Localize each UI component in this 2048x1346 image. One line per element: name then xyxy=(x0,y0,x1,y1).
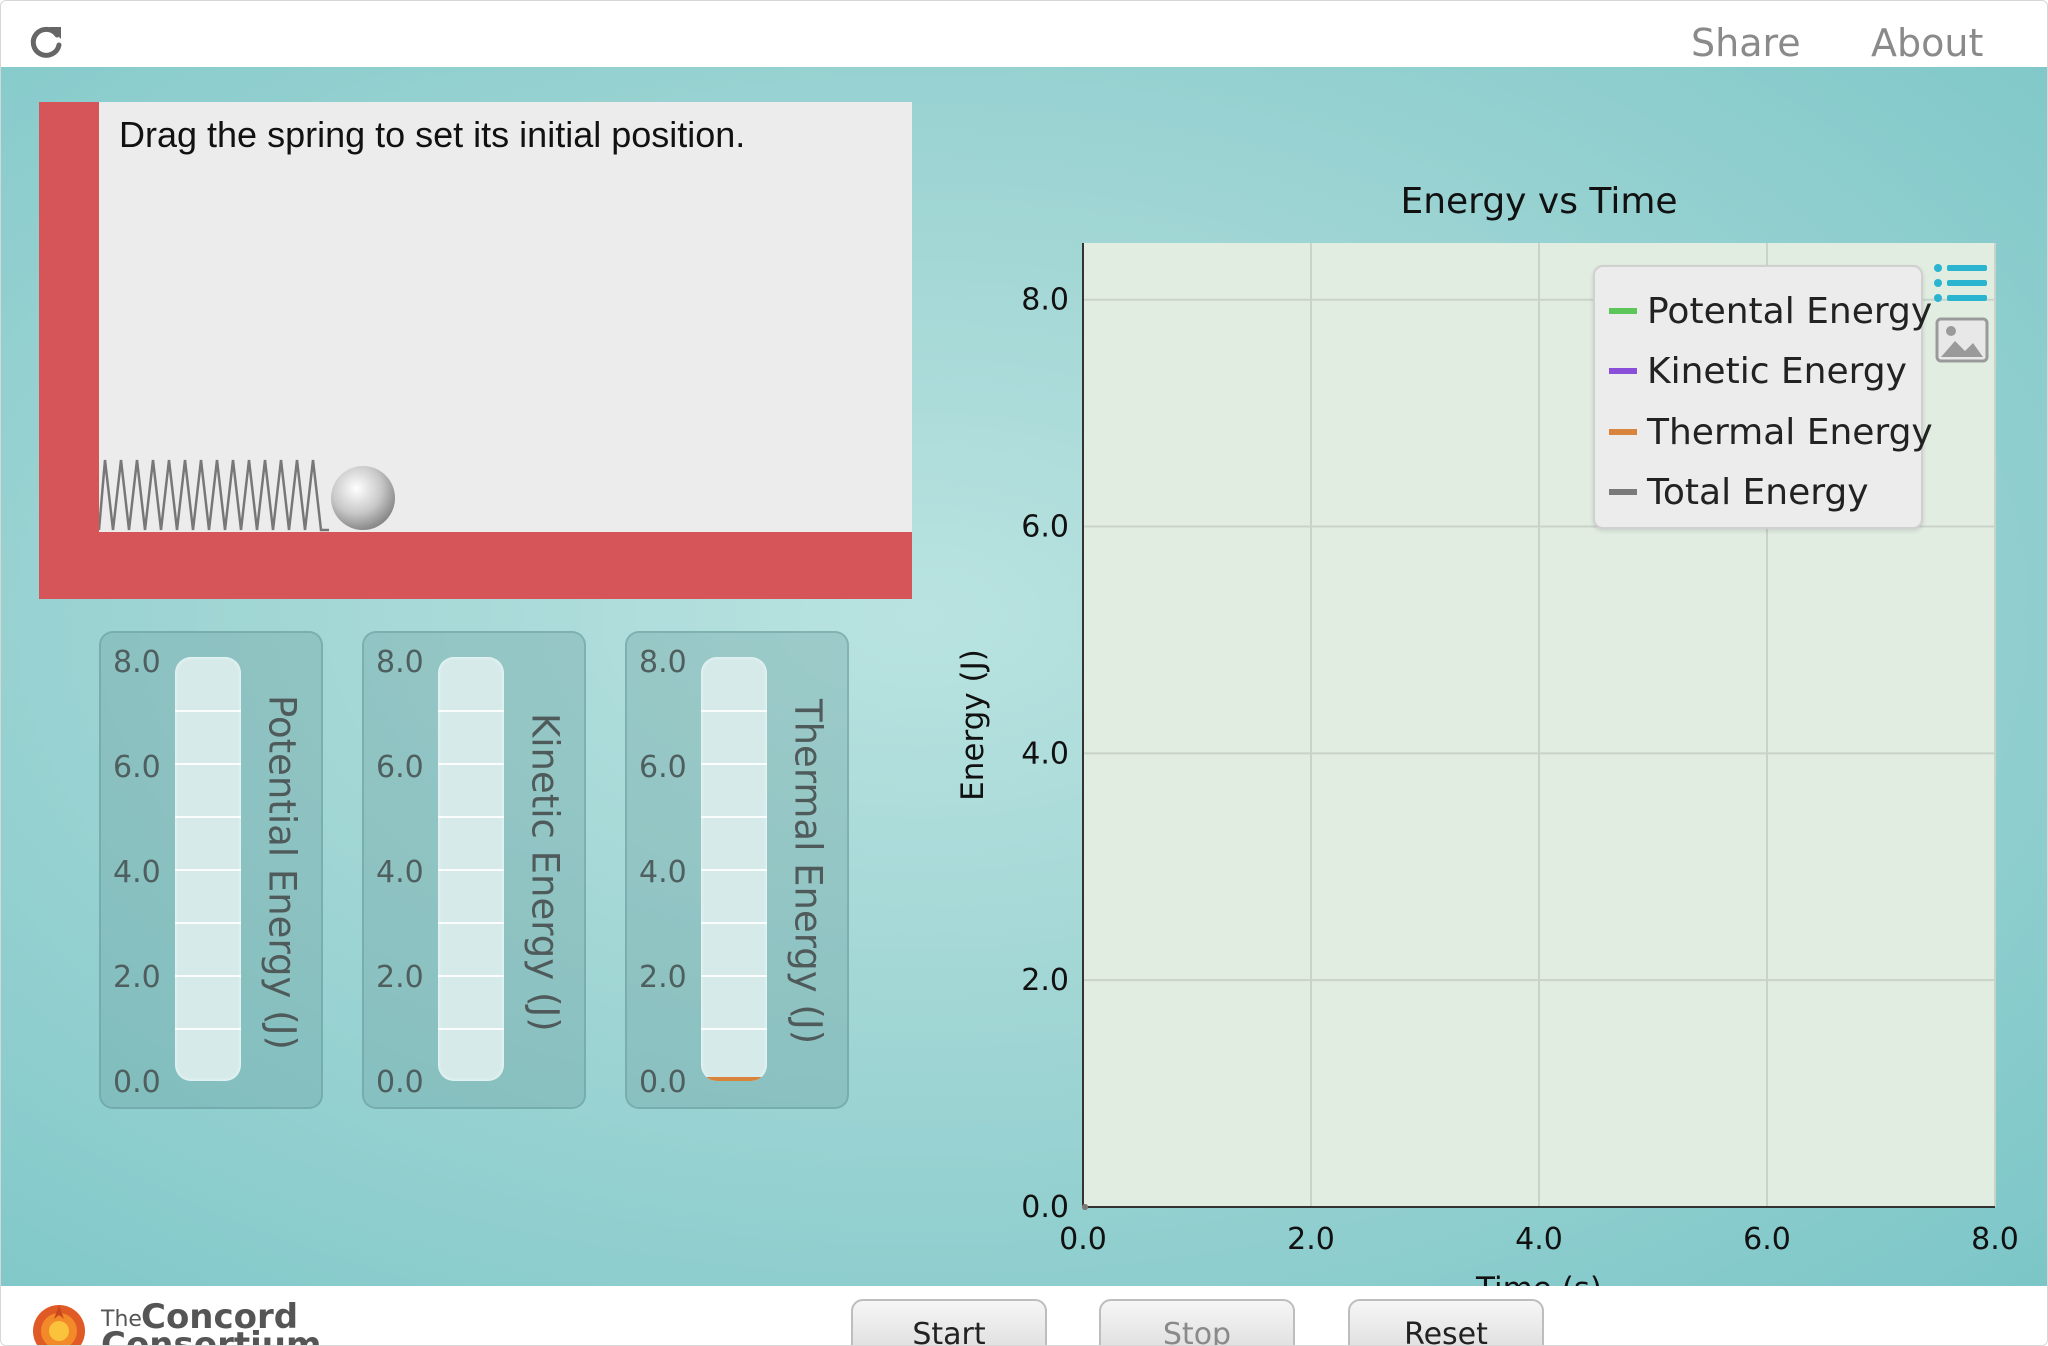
chart-legend: Potental Energy Kinetic Energy Thermal E… xyxy=(1593,265,1933,529)
logo-text: The xyxy=(101,1307,142,1332)
x-tick-label: 6.0 xyxy=(1743,1222,1791,1257)
y-tick-label: 0.0 xyxy=(1021,1190,1069,1225)
kinetic-energy-bar-graph: 8.0 6.0 4.0 2.0 0.0 Kinetic Energy (J) xyxy=(362,631,586,1109)
bar-tick: 8.0 xyxy=(376,645,424,680)
bar-tick: 4.0 xyxy=(376,855,424,890)
bar-fill xyxy=(701,1077,767,1081)
legend-swatch xyxy=(1609,308,1637,314)
stop-button[interactable]: Stop xyxy=(1099,1299,1295,1345)
image-export-icon[interactable] xyxy=(1935,317,1989,363)
legend-label: Total Energy xyxy=(1647,471,1869,513)
bar-tick: 0.0 xyxy=(376,1065,424,1100)
legend-swatch xyxy=(1609,489,1637,495)
floor xyxy=(39,532,912,599)
left-wall xyxy=(39,102,99,599)
bar-tick: 0.0 xyxy=(639,1065,687,1100)
bar-tube xyxy=(175,657,241,1081)
share-link[interactable]: Share xyxy=(1691,21,1801,65)
potential-energy-bar-graph: 8.0 6.0 4.0 2.0 0.0 Potential Energy (J) xyxy=(99,631,323,1109)
legend-swatch xyxy=(1609,429,1637,435)
logo-text: Consortium xyxy=(101,1325,322,1346)
legend-label: Kinetic Energy xyxy=(1647,350,1907,392)
logo-text: Concord xyxy=(141,1297,299,1337)
bar-tick: 6.0 xyxy=(639,750,687,785)
legend-label: Thermal Energy xyxy=(1647,411,1933,453)
y-tick-label: 2.0 xyxy=(1021,963,1069,998)
bar-tick: 2.0 xyxy=(376,960,424,995)
top-bar: Share About xyxy=(1,1,2047,67)
bar-tick: 2.0 xyxy=(639,960,687,995)
bar-tick: 6.0 xyxy=(113,750,161,785)
bar-tick: 6.0 xyxy=(376,750,424,785)
y-tick-label: 4.0 xyxy=(1021,736,1069,771)
legend-item: Thermal Energy xyxy=(1609,410,1933,454)
reload-icon[interactable] xyxy=(27,23,65,61)
legend-item: Kinetic Energy xyxy=(1609,349,1907,393)
bar-tick: 8.0 xyxy=(113,645,161,680)
ball xyxy=(331,466,395,530)
spring-scene: Drag the spring to set its initial posit… xyxy=(39,102,912,599)
bar-label: Thermal Energy (J) xyxy=(786,699,830,1045)
bar-tube xyxy=(701,657,767,1081)
y-tick-label: 8.0 xyxy=(1021,283,1069,318)
x-tick-label: 8.0 xyxy=(1971,1222,2019,1257)
chart-title: Energy vs Time xyxy=(1400,181,1677,222)
bar-tube xyxy=(438,657,504,1081)
bar-label: Potential Energy (J) xyxy=(260,694,304,1050)
start-button[interactable]: Start xyxy=(851,1299,1047,1345)
x-tick-label: 2.0 xyxy=(1287,1222,1335,1257)
about-link[interactable]: About xyxy=(1871,21,1984,65)
legend-item: Potental Energy xyxy=(1609,289,1932,333)
thermal-energy-bar-graph: 8.0 6.0 4.0 2.0 0.0 Thermal Energy (J) xyxy=(625,631,849,1109)
bar-tick: 4.0 xyxy=(639,855,687,890)
bar-tick: 0.0 xyxy=(113,1065,161,1100)
bar-tick: 4.0 xyxy=(113,855,161,890)
bar-label: Kinetic Energy (J) xyxy=(523,712,567,1032)
list-icon[interactable] xyxy=(1933,263,1989,303)
spring[interactable] xyxy=(99,450,429,540)
bar-tick: 2.0 xyxy=(113,960,161,995)
y-axis-label: Energy (J) xyxy=(955,649,991,801)
series-point xyxy=(1082,1204,1088,1210)
spring-coil xyxy=(99,459,329,532)
instruction-text: Drag the spring to set its initial posit… xyxy=(119,114,746,155)
legend-swatch xyxy=(1609,368,1637,374)
concord-consortium-logo xyxy=(33,1305,85,1345)
bar-tick: 8.0 xyxy=(639,645,687,680)
simulation-area: Drag the spring to set its initial posit… xyxy=(1,67,2047,1307)
x-tick-label: 0.0 xyxy=(1059,1222,1107,1257)
x-tick-label: 4.0 xyxy=(1515,1222,1563,1257)
reset-button[interactable]: Reset xyxy=(1348,1299,1544,1345)
legend-item: Total Energy xyxy=(1609,470,1869,514)
y-tick-label: 6.0 xyxy=(1021,510,1069,545)
legend-label: Potental Energy xyxy=(1647,290,1933,332)
